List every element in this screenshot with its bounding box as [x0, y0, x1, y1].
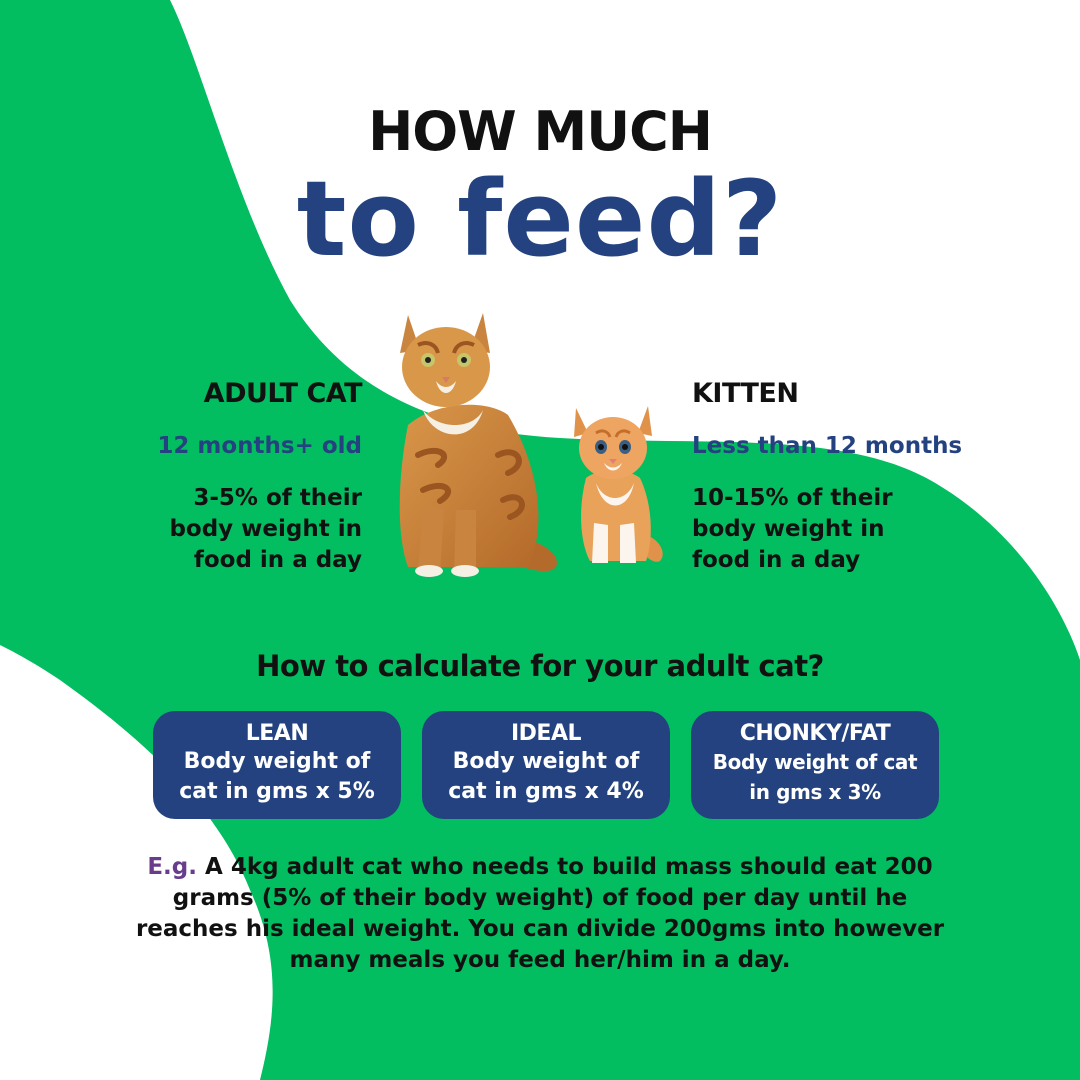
example-paragraph: E.g. A 4kg adult cat who needs to build … [90, 852, 990, 976]
ideal-card-line-2: cat in gms x 4% [448, 779, 644, 804]
title-line-1: HOW MUCH [368, 100, 713, 163]
calculation-question: How to calculate for your adult cat? [256, 649, 824, 683]
adult-cat-amount: 3-5% of their body weight in food in a d… [120, 483, 362, 576]
adult-cat-age: 12 months+ old [157, 433, 362, 459]
kitten-heading: KITTEN [692, 378, 799, 409]
title-line-2: to feed? [296, 158, 784, 280]
lean-card-line-2: cat in gms x 5% [179, 779, 375, 804]
ideal-card: IDEAL Body weight of cat in gms x 4% [422, 711, 670, 819]
kitten-amount: 10-15% of their body weight in food in a… [692, 483, 992, 576]
example-line-3: reaches his ideal weight. You can divide… [135, 916, 945, 942]
kitten-amount-line-3: food in a day [692, 547, 861, 573]
example-line-4: many meals you feed her/him in a day. [289, 947, 791, 973]
adult-cat-amount-line-1: 3-5% of their [193, 485, 362, 511]
lean-card: LEAN Body weight of cat in gms x 5% [153, 711, 401, 819]
adult-cat-heading: ADULT CAT [203, 378, 363, 409]
chonky-fat-card-line-2: in gms x 3% [749, 780, 881, 804]
chonky-fat-card-line-1: Body weight of cat [712, 750, 918, 774]
lean-card-title: LEAN [245, 721, 309, 746]
ideal-card-line-1: Body weight of [452, 749, 640, 774]
kitten-image [574, 406, 663, 563]
adult-cat-amount-line-2: body weight in [169, 516, 362, 542]
adult-cat-amount-line-3: food in a day [193, 547, 362, 573]
chonky-fat-card-title: CHONKY/FAT [739, 721, 891, 746]
example-line-2: grams (5% of their body weight) of food … [172, 885, 908, 911]
kitten-age: Less than 12 months [692, 433, 963, 459]
example-line-1-text: A 4kg adult cat who needs to build mass … [197, 854, 933, 880]
lean-card-line-1: Body weight of [183, 749, 371, 774]
example-line-1: E.g. A 4kg adult cat who needs to build … [90, 852, 990, 883]
example-prefix: E.g. [147, 854, 197, 880]
kitten-amount-line-1: 10-15% of their [692, 485, 893, 511]
chonky-fat-card: CHONKY/FAT Body weight of cat in gms x 3… [691, 711, 939, 819]
adult-cat-image [399, 313, 557, 577]
kitten-amount-line-2: body weight in [692, 516, 885, 542]
ideal-card-title: IDEAL [510, 721, 582, 746]
